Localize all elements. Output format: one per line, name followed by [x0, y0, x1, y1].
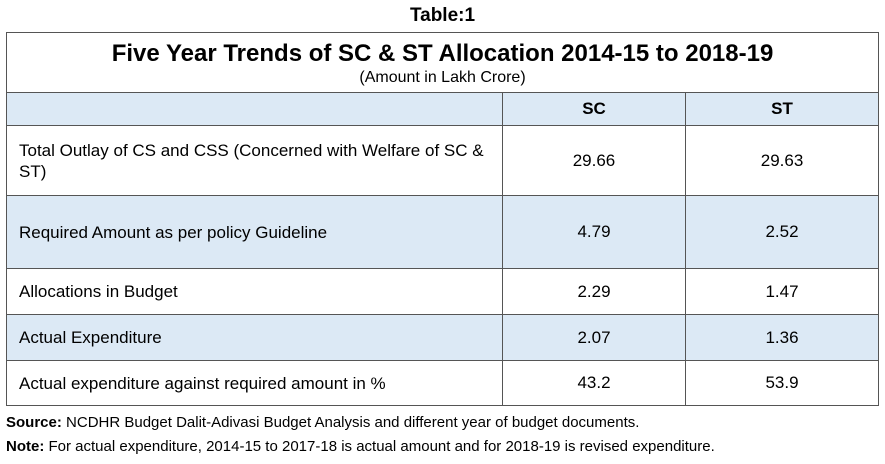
column-header-sc: SC [502, 92, 686, 126]
table-row: Actual Expenditure 2.07 1.36 [6, 314, 880, 361]
st-value: 1.36 [684, 314, 880, 361]
column-header-st: ST [684, 92, 880, 126]
sc-value: 43.2 [502, 360, 686, 406]
source-label: Source: [6, 414, 62, 431]
st-value: 2.52 [684, 195, 880, 269]
table-subtitle: (Amount in Lakh Crore) [359, 68, 526, 86]
source-text: NCDHR Budget Dalit-Adivasi Budget Analys… [66, 414, 640, 431]
row-label: Actual expenditure against required amou… [6, 360, 503, 406]
table-title: Five Year Trends of SC & ST Allocation 2… [111, 39, 774, 67]
allocation-table: Five Year Trends of SC & ST Allocation 2… [5, 32, 880, 406]
table-caption: Table:1 [409, 5, 476, 26]
table-row: Actual expenditure against required amou… [6, 360, 880, 406]
st-value: 53.9 [684, 360, 880, 406]
source-footnote: Source: NCDHR Budget Dalit-Adivasi Budge… [6, 413, 878, 432]
row-label: Required Amount as per policy Guideline [6, 195, 503, 269]
note-footnote: Note: For actual expenditure, 2014-15 to… [6, 437, 878, 456]
note-text: For actual expenditure, 2014-15 to 2017-… [48, 438, 715, 455]
row-label: Total Outlay of CS and CSS (Concerned wi… [6, 125, 503, 196]
table-row: Allocations in Budget 2.29 1.47 [6, 268, 880, 315]
st-value: 1.47 [684, 268, 880, 315]
sc-value: 2.29 [502, 268, 686, 315]
table-row: Required Amount as per policy Guideline … [6, 195, 880, 269]
table-row: Total Outlay of CS and CSS (Concerned wi… [6, 125, 880, 196]
row-label: Allocations in Budget [6, 268, 503, 315]
column-header-label [6, 92, 503, 126]
st-value: 29.63 [684, 125, 880, 196]
sc-value: 4.79 [502, 195, 686, 269]
sc-value: 2.07 [502, 314, 686, 361]
table-title-cell: Five Year Trends of SC & ST Allocation 2… [5, 32, 880, 93]
note-label: Note: [6, 438, 45, 455]
column-header-row: SC ST [6, 92, 880, 126]
sc-value: 29.66 [502, 125, 686, 196]
row-label: Actual Expenditure [6, 314, 503, 361]
